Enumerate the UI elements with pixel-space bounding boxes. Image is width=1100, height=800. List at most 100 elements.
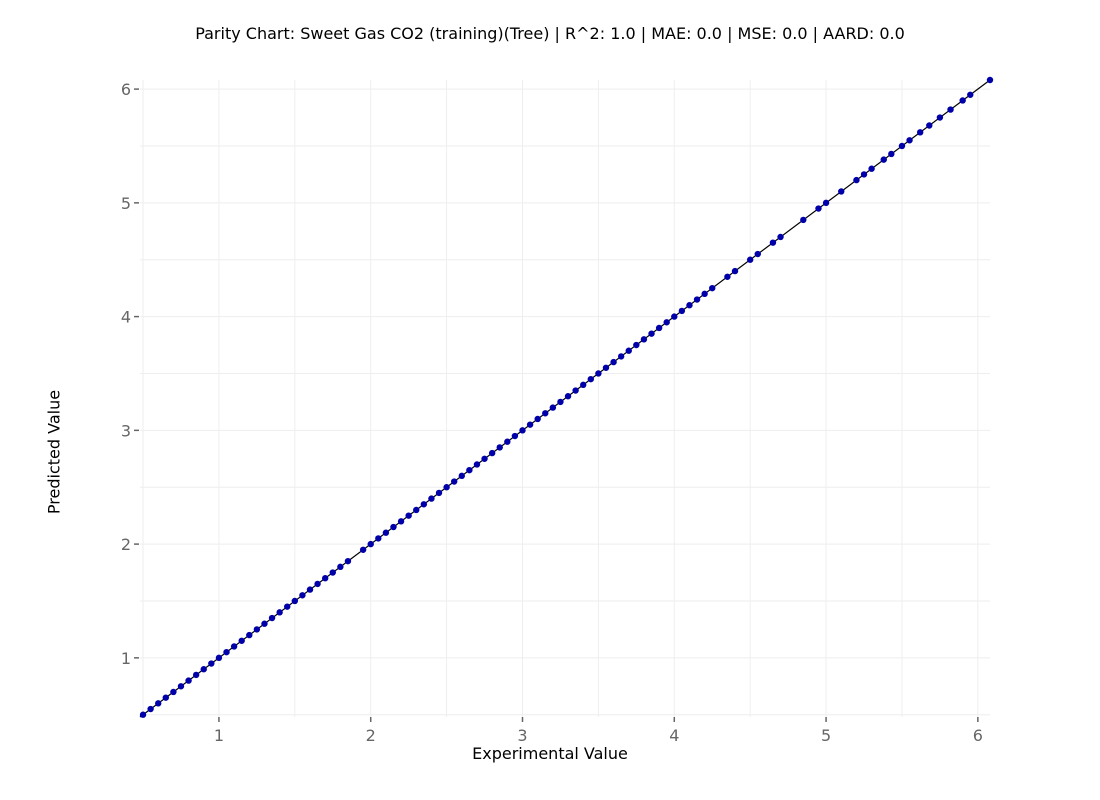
data-point	[481, 455, 488, 462]
data-point	[466, 466, 473, 474]
data-point	[253, 626, 261, 633]
data-point	[640, 336, 648, 343]
data-point	[238, 637, 245, 644]
data-point	[428, 495, 435, 502]
data-point	[926, 122, 933, 129]
data-point	[625, 347, 632, 354]
data-point	[162, 694, 170, 701]
y-tick-label: 5	[121, 194, 131, 213]
data-point	[746, 256, 754, 263]
data-point	[617, 353, 625, 360]
data-point	[888, 150, 895, 158]
x-tick-label: 3	[517, 726, 527, 745]
data-point	[655, 324, 663, 332]
data-point	[413, 506, 420, 514]
y-tick-label: 2	[121, 535, 131, 554]
y-axis-label: Predicted Value	[44, 389, 64, 515]
data-point	[177, 683, 185, 690]
axis-layer: 1 2 3 4 5 6 1 2 3 4 5 6	[121, 80, 983, 745]
data-point	[610, 358, 617, 366]
data-point	[959, 97, 966, 104]
data-point	[777, 233, 784, 241]
data-point	[557, 398, 564, 406]
data-point	[261, 620, 268, 627]
data-point	[504, 438, 511, 445]
data-point	[519, 427, 526, 434]
data-point	[678, 307, 686, 315]
data-point	[496, 444, 503, 451]
data-point	[375, 535, 382, 542]
data-point	[230, 643, 238, 650]
data-point	[344, 557, 352, 565]
data-point	[898, 142, 906, 150]
data-point	[542, 410, 549, 417]
data-point	[390, 523, 397, 531]
data-point	[397, 518, 405, 525]
data-point	[671, 313, 678, 320]
data-point	[731, 267, 739, 275]
data-point	[139, 711, 147, 718]
data-point	[284, 603, 291, 610]
y-tick-label: 6	[121, 80, 131, 99]
data-point	[815, 205, 822, 212]
data-point	[435, 489, 443, 497]
data-point	[526, 421, 534, 428]
data-point	[473, 461, 481, 468]
data-point	[986, 76, 994, 84]
data-point	[602, 364, 610, 371]
data-point	[443, 484, 450, 491]
y-tick-label: 3	[121, 421, 131, 440]
data-point	[359, 546, 367, 553]
x-tick-label: 1	[214, 726, 224, 745]
data-point	[701, 290, 708, 298]
data-point	[321, 575, 329, 582]
data-point	[155, 700, 162, 707]
x-tick-label: 2	[366, 726, 376, 745]
data-point	[587, 375, 595, 383]
data-point	[192, 671, 200, 679]
data-point	[314, 580, 321, 588]
data-point	[382, 529, 390, 536]
data-point	[860, 171, 868, 178]
data-point	[458, 472, 465, 480]
data-point	[967, 91, 974, 98]
y-tick-label: 1	[121, 649, 131, 668]
data-point	[337, 563, 344, 571]
data-point	[769, 239, 777, 246]
data-point	[268, 614, 276, 622]
data-point	[572, 387, 579, 394]
y-tick-label: 4	[121, 308, 131, 327]
grid-layer	[140, 80, 990, 717]
x-axis-label: Experimental Value	[472, 744, 628, 763]
data-point	[488, 449, 496, 457]
data-point	[880, 156, 887, 163]
data-point	[724, 273, 731, 280]
data-point	[215, 654, 223, 662]
x-tick-label: 6	[973, 726, 983, 745]
data-point	[170, 688, 177, 696]
data-point	[906, 137, 913, 144]
data-point	[838, 188, 845, 195]
data-point	[405, 512, 412, 519]
data-point	[306, 586, 314, 593]
data-point	[208, 660, 215, 667]
data-point	[420, 501, 428, 508]
data-point	[246, 631, 253, 639]
x-tick-label: 4	[669, 726, 679, 745]
data-point	[663, 319, 670, 326]
data-point	[276, 609, 283, 616]
data-point	[291, 597, 299, 605]
data-point	[800, 216, 807, 224]
data-point	[709, 284, 716, 292]
chart-title: Parity Chart: Sweet Gas CO2 (training)(T…	[195, 24, 905, 43]
data-point	[822, 199, 830, 207]
data-point	[185, 677, 192, 684]
data-point	[916, 129, 924, 136]
data-point	[633, 341, 640, 349]
data-point	[595, 370, 602, 377]
data-point	[511, 432, 519, 440]
data-point	[936, 114, 944, 121]
data-point	[534, 415, 541, 423]
data-point	[223, 648, 230, 656]
